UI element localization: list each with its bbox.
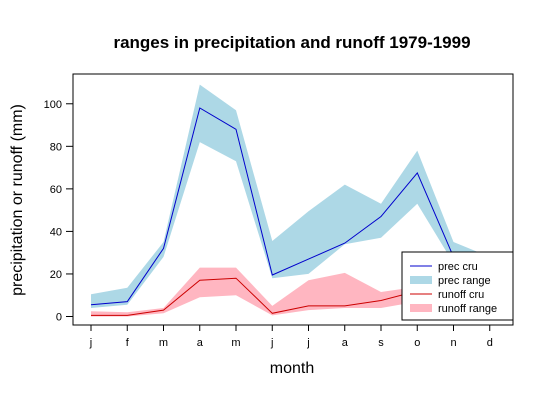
x-tick-label: d	[487, 337, 493, 349]
y-axis-title: precipitation or runoff (mm)	[9, 104, 26, 296]
line-prec-cru	[90, 107, 490, 306]
x-tick-label: a	[342, 337, 349, 349]
band-prec-range	[91, 84, 490, 308]
legend-label: prec range	[438, 275, 491, 287]
x-tick-label: s	[378, 337, 384, 349]
x-tick-label: j	[270, 337, 273, 349]
x-tick-label: n	[450, 337, 456, 349]
chart-title: ranges in precipitation and runoff 1979-…	[113, 33, 470, 52]
legend-label: prec cru	[438, 261, 478, 273]
y-tick-label: 20	[50, 269, 62, 281]
x-tick-label: j	[89, 337, 92, 349]
y-tick-label: 40	[50, 226, 62, 238]
legend-swatch	[410, 276, 432, 284]
y-tick-label: 0	[56, 311, 62, 323]
band-runoff-range	[91, 267, 490, 317]
y-tick-label: 60	[50, 184, 62, 196]
x-tick-label: a	[197, 337, 204, 349]
range-bands	[91, 84, 490, 317]
legend-label: runoff range	[438, 303, 497, 315]
legend-label: runoff cru	[438, 289, 484, 301]
x-tick-label: m	[231, 337, 240, 349]
y-tick-label: 80	[50, 141, 62, 153]
x-tick-label: f	[126, 337, 130, 349]
legend-swatch	[410, 304, 432, 312]
x-axis-title: month	[270, 360, 314, 377]
legend: prec cru prec range runoff cru runoff range	[401, 251, 514, 321]
x-tick-label: o	[414, 337, 420, 349]
y-tick-label: 100	[44, 99, 62, 111]
x-tick-label: j	[306, 337, 309, 349]
x-tick-label: m	[159, 337, 168, 349]
y-axis: 0 20 40 60 80 100	[44, 99, 74, 323]
